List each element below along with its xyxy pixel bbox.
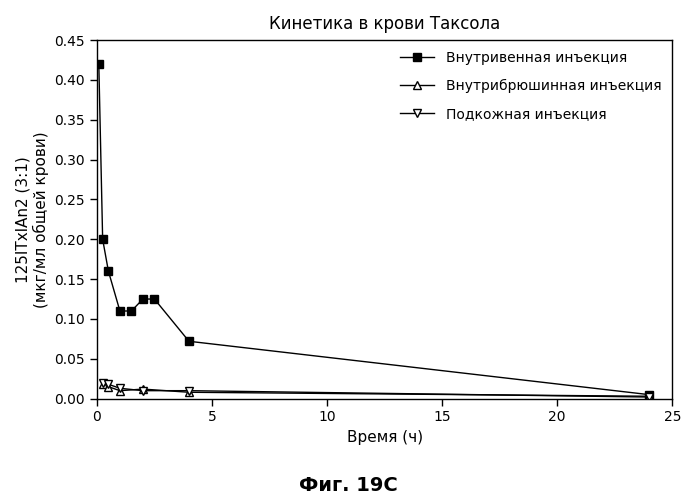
Title: Кинетика в крови Таксола: Кинетика в крови Таксола (269, 15, 500, 33)
Внутрибрюшинная инъекция (116, 388, 124, 394)
Внутрибрюшинная инъекция (139, 386, 147, 392)
X-axis label: Время (ч): Время (ч) (347, 430, 422, 445)
Y-axis label: 125ITxlAn2 (3:1)
(мкг/мл общей крови): 125ITxlAn2 (3:1) (мкг/мл общей крови) (15, 131, 49, 308)
Внутривенная инъекция (116, 308, 124, 314)
Подкожная инъекция (184, 388, 193, 394)
Подкожная инъекция (98, 380, 106, 386)
Подкожная инъекция (116, 386, 124, 392)
Line: Внутривенная инъекция: Внутривенная инъекция (95, 60, 654, 399)
Внутривенная инъекция (127, 308, 136, 314)
Legend: Внутривенная инъекция, Внутрибрюшинная инъекция, Подкожная инъекция: Внутривенная инъекция, Внутрибрюшинная и… (395, 47, 665, 126)
Подкожная инъекция (139, 388, 147, 394)
Line: Внутрибрюшинная инъекция: Внутрибрюшинная инъекция (99, 380, 654, 400)
Внутрибрюшинная инъекция (104, 384, 113, 390)
Подкожная инъекция (104, 382, 113, 388)
Внутрибрюшинная инъекция (645, 393, 654, 399)
Line: Подкожная инъекция: Подкожная инъекция (99, 378, 654, 401)
Внутрибрюшинная инъекция (184, 390, 193, 396)
Text: Фиг. 19С: Фиг. 19С (299, 476, 397, 495)
Подкожная инъекция (645, 394, 654, 400)
Внутривенная инъекция (139, 296, 147, 302)
Внутривенная инъекция (95, 61, 103, 67)
Внутривенная инъекция (645, 392, 654, 398)
Внутривенная инъекция (98, 236, 106, 242)
Внутрибрюшинная инъекция (98, 382, 106, 388)
Внутривенная инъекция (104, 268, 113, 274)
Внутривенная инъекция (184, 338, 193, 344)
Внутривенная инъекция (150, 296, 159, 302)
